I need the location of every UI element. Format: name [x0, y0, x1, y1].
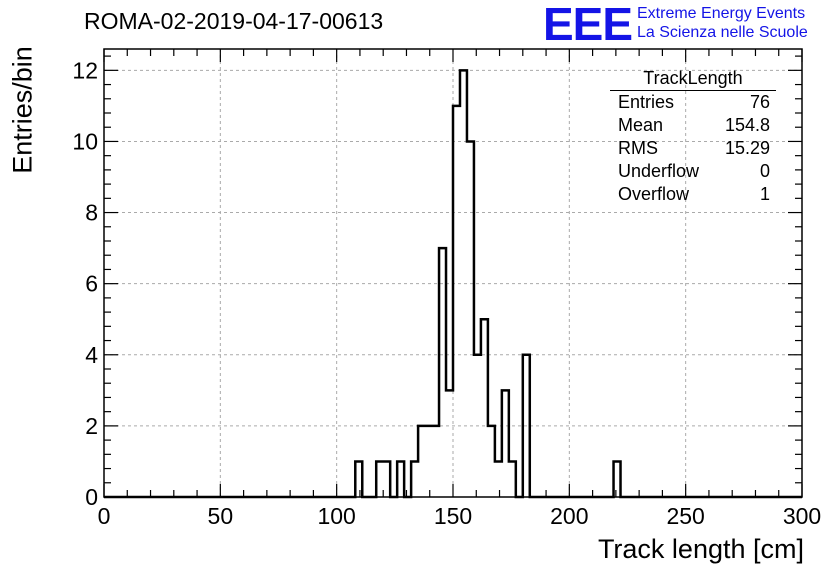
x-tick-label: 300: [783, 503, 821, 529]
x-tick-label: 0: [98, 503, 111, 529]
chart-title: ROMA-02-2019-04-17-00613: [84, 8, 384, 34]
y-tick-label: 0: [85, 484, 98, 510]
x-tick-label: 200: [550, 503, 588, 529]
x-tick-label: 250: [666, 503, 704, 529]
y-tick-label: 6: [85, 271, 98, 297]
stats-row-overflow: Overflow 1: [610, 183, 776, 206]
stats-label: Underflow: [618, 161, 700, 181]
stats-value: 154.8: [724, 115, 770, 135]
stats-row-mean: Mean 154.8: [610, 114, 776, 137]
stats-row-rms: RMS 15.29: [610, 137, 776, 160]
stats-label: Entries: [618, 92, 675, 112]
eee-logo: EEE: [543, 0, 633, 50]
stats-row-underflow: Underflow 0: [610, 160, 776, 183]
stats-label: Overflow: [618, 184, 690, 204]
stats-row-entries: Entries 76: [610, 91, 776, 114]
stats-box: TrackLength Entries 76 Mean 154.8 RMS 15…: [610, 67, 776, 206]
y-tick-label: 4: [85, 342, 98, 368]
y-axis-label: Entries/bin: [7, 46, 38, 174]
stats-value: 1: [759, 184, 770, 204]
stats-label: RMS: [618, 138, 658, 158]
stats-label: Mean: [618, 115, 664, 135]
stats-value: 76: [749, 92, 770, 112]
y-tick-label: 12: [72, 57, 98, 83]
x-tick-label: 50: [208, 503, 234, 529]
y-tick-label: 8: [85, 200, 98, 226]
stats-title: TrackLength: [610, 67, 776, 91]
x-tick-label: 100: [317, 503, 355, 529]
y-axis-label-box: Entries/bin: [7, 40, 38, 180]
y-tick-label: 10: [72, 128, 98, 154]
x-tick-label: 150: [434, 503, 472, 529]
logo-line-1: Extreme Energy Events: [637, 5, 806, 22]
x-axis-label: Track length [cm]: [597, 534, 804, 564]
y-tick-label: 2: [85, 413, 98, 439]
stats-value: 0: [759, 161, 770, 181]
stats-value: 15.29: [724, 138, 770, 158]
logo-line-2: La Scienza nelle Scuole: [637, 24, 808, 41]
